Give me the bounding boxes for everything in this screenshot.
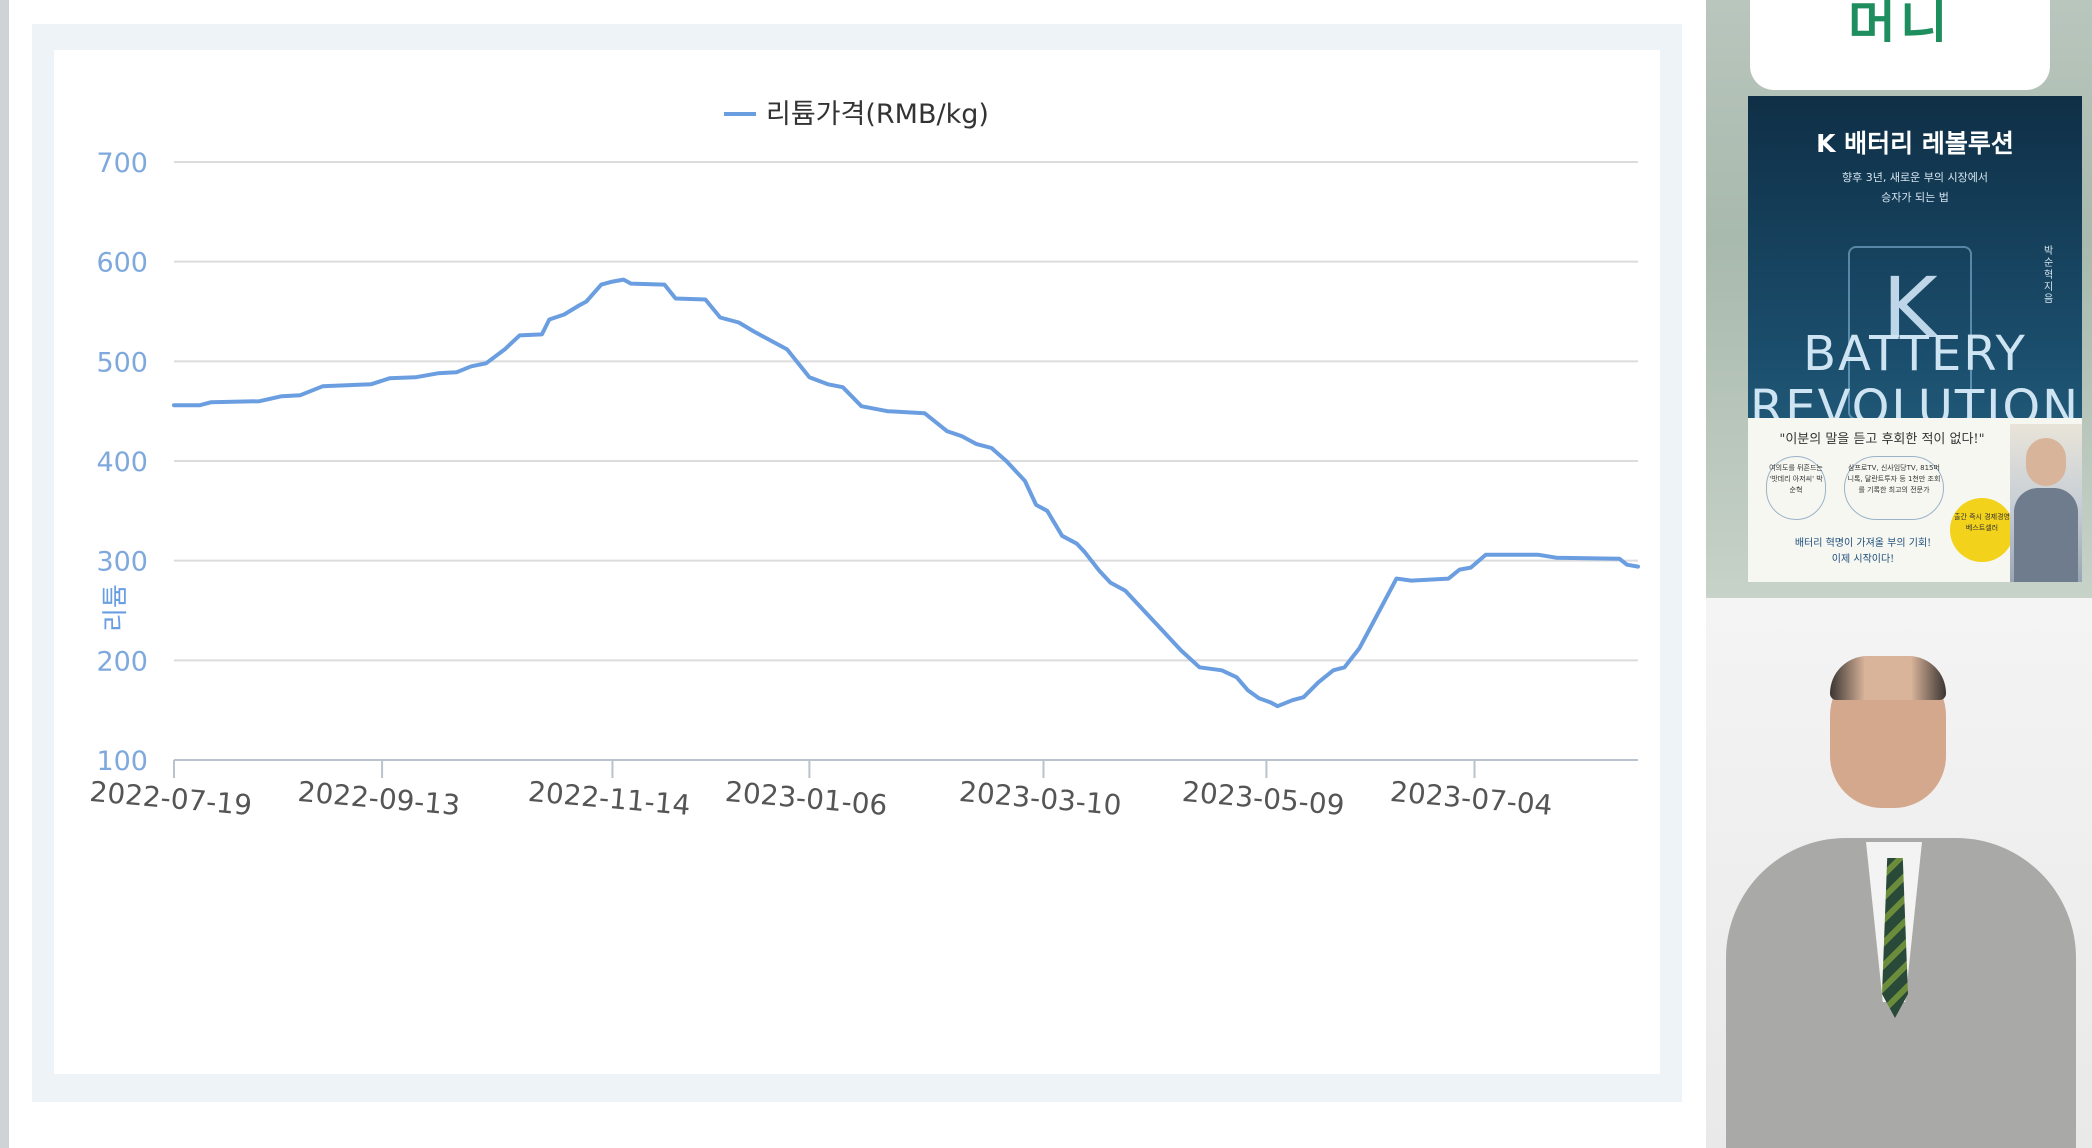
book-cta: 배터리 혁명이 가져올 부의 기회! 이제 시작이다!: [1758, 536, 1968, 568]
x-tick-labels: 2022-07-19 2022-09-13 2022-11-14 2023-01-06…: [88, 775, 1553, 822]
book-cover: K 배터리 레볼루션 향후 3년, 새로운 부의 시장에서 승자가 되는 법 박…: [1748, 96, 2082, 582]
x-tick-2022-11-14: 2022-11-14: [527, 775, 692, 822]
presenter-video: [1706, 598, 2092, 1148]
y-tick-200: 200: [96, 646, 148, 677]
lithium-price-chart: 100 200 300 400 500 600 700 2022-07-19 2022-09-…: [88, 99, 1640, 822]
bestseller-seal: 출간 즉시 경제경영 베스트셀러: [1950, 498, 2014, 562]
book-badge-2: 삼프로TV, 신사임당TV, 815머니톡, 달란트투자 등 1천만 조회를 기…: [1844, 456, 1944, 520]
x-tick-2023-05-09: 2023-05-09: [1181, 775, 1346, 822]
book-english-title-line1: BATTERY: [1803, 326, 2027, 382]
y-tick-labels: 100 200 300 400 500 600 700: [96, 148, 148, 777]
book-quote: "이분의 말을 듣고 후회한 적이 없다!": [1779, 432, 1985, 447]
series-line-lithium-price: [172, 277, 1640, 709]
presenter-hair: [1830, 656, 1946, 700]
axes: [173, 759, 1638, 778]
y-tick-100: 100: [96, 746, 148, 777]
chart-panel: 100 200 300 400 500 600 700 2022-07-19 2022-09-…: [54, 50, 1660, 1074]
x-tick-2023-01-06: 2023-01-06: [724, 775, 889, 822]
book-subtitle: 향후 3년, 새로운 부의 시장에서 승자가 되는 법: [1788, 168, 2042, 208]
author-portrait: [2010, 424, 2082, 582]
y-tick-700: 700: [96, 148, 148, 179]
book-badge-1: 여의도를 뒤흔드는 '밧데리 아저씨' 박순혁: [1766, 456, 1826, 520]
book-promo-area: 머니 K 배터리 레볼루션 향후 3년, 새로운 부의 시장에서 승자가 되는 …: [1706, 0, 2092, 598]
book-title: K 배터리 레볼루션: [1816, 129, 2014, 158]
y-tick-300: 300: [96, 547, 148, 578]
video-sidebar: 머니 K 배터리 레볼루션 향후 3년, 새로운 부의 시장에서 승자가 되는 …: [1706, 0, 2092, 1148]
window-edge: [0, 0, 9, 1148]
y-tick-600: 600: [96, 248, 148, 279]
presenter-tie: [1882, 858, 1908, 1018]
legend-label: 리튬가격(RMB/kg): [766, 99, 989, 130]
channel-logo: 머니: [1750, 0, 2050, 90]
series-layer: [172, 277, 1640, 709]
book-subtitle-line1: 향후 3년, 새로운 부의 시장에서: [1842, 171, 1988, 184]
y-axis-label: 리튬: [101, 584, 131, 632]
book-cta-line1: 배터리 혁명이 가져올 부의 기회!: [1794, 538, 1932, 549]
x-tick-2023-07-04: 2023-07-04: [1389, 775, 1554, 822]
grid-lines: [174, 161, 1638, 662]
book-battery-graphic: K: [1848, 246, 1972, 420]
x-tick-2022-09-13: 2022-09-13: [296, 775, 461, 822]
y-tick-400: 400: [96, 447, 148, 478]
x-tick-2023-03-10: 2023-03-10: [958, 775, 1123, 822]
x-tick-2022-07-19: 2022-07-19: [88, 775, 253, 822]
channel-logo-text: 머니: [1848, 0, 1952, 42]
y-tick-500: 500: [96, 347, 148, 378]
book-author: 박순혁 지음: [2044, 246, 2054, 305]
legend: 리튬가격(RMB/kg): [724, 99, 989, 130]
author-portrait-head: [2026, 438, 2066, 486]
book-subtitle-line2: 승자가 되는 법: [1881, 191, 1949, 204]
author-portrait-body: [2014, 488, 2078, 582]
book-belly-band: "이분의 말을 듣고 후회한 적이 없다!" 여의도를 뒤흔드는 '밧데리 아저…: [1748, 418, 2082, 582]
book-cta-line2: 이제 시작이다!: [1831, 554, 1895, 565]
chart-frame: 100 200 300 400 500 600 700 2022-07-19 2022-09-…: [32, 24, 1682, 1102]
